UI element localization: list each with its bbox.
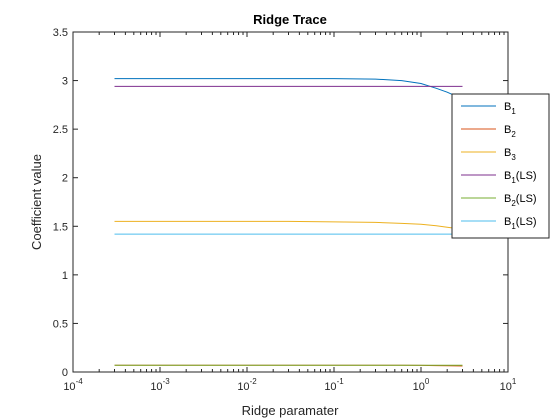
chart-title: Ridge Trace bbox=[253, 12, 327, 27]
legend-entry: B2(LS) bbox=[504, 193, 537, 208]
x-tick-label: 10-4 bbox=[63, 377, 83, 393]
y-tick-label: 1.5 bbox=[53, 221, 68, 233]
legend-entry: B1(LS) bbox=[504, 216, 537, 231]
legend-entry: B2 bbox=[504, 124, 516, 139]
series-line-3 bbox=[114, 220, 463, 230]
x-tick-label: 10-1 bbox=[324, 377, 344, 393]
y-tick-label: 2 bbox=[62, 173, 68, 185]
series-line-1 bbox=[114, 78, 463, 100]
y-tick-label: 1 bbox=[62, 270, 68, 282]
x-tick-label: 10-2 bbox=[237, 377, 257, 393]
x-tick-label: 101 bbox=[500, 377, 517, 393]
legend-box bbox=[451, 93, 550, 239]
series-lines bbox=[114, 78, 463, 367]
y-tick-label: 3.5 bbox=[53, 27, 68, 39]
y-tick-label: 2.5 bbox=[53, 124, 68, 136]
x-tick-label: 10-3 bbox=[150, 377, 170, 393]
plot-area bbox=[72, 31, 509, 373]
x-axis-label: Ridge paramater bbox=[242, 403, 339, 418]
x-tick-label: 100 bbox=[413, 377, 430, 393]
y-tick-label: 3 bbox=[62, 76, 68, 88]
y-axis-label: Coefficient value bbox=[29, 154, 44, 250]
y-tick-label: 0 bbox=[62, 367, 68, 379]
legend: B1 B2 B3 B1(LS) B2(LS) B1(LS) bbox=[451, 93, 550, 239]
legend-entry: B1(LS) bbox=[504, 170, 537, 185]
y-tick-label: 0.5 bbox=[53, 318, 68, 330]
legend-entry: B1 bbox=[504, 101, 516, 116]
legend-entry: B3 bbox=[504, 147, 516, 162]
